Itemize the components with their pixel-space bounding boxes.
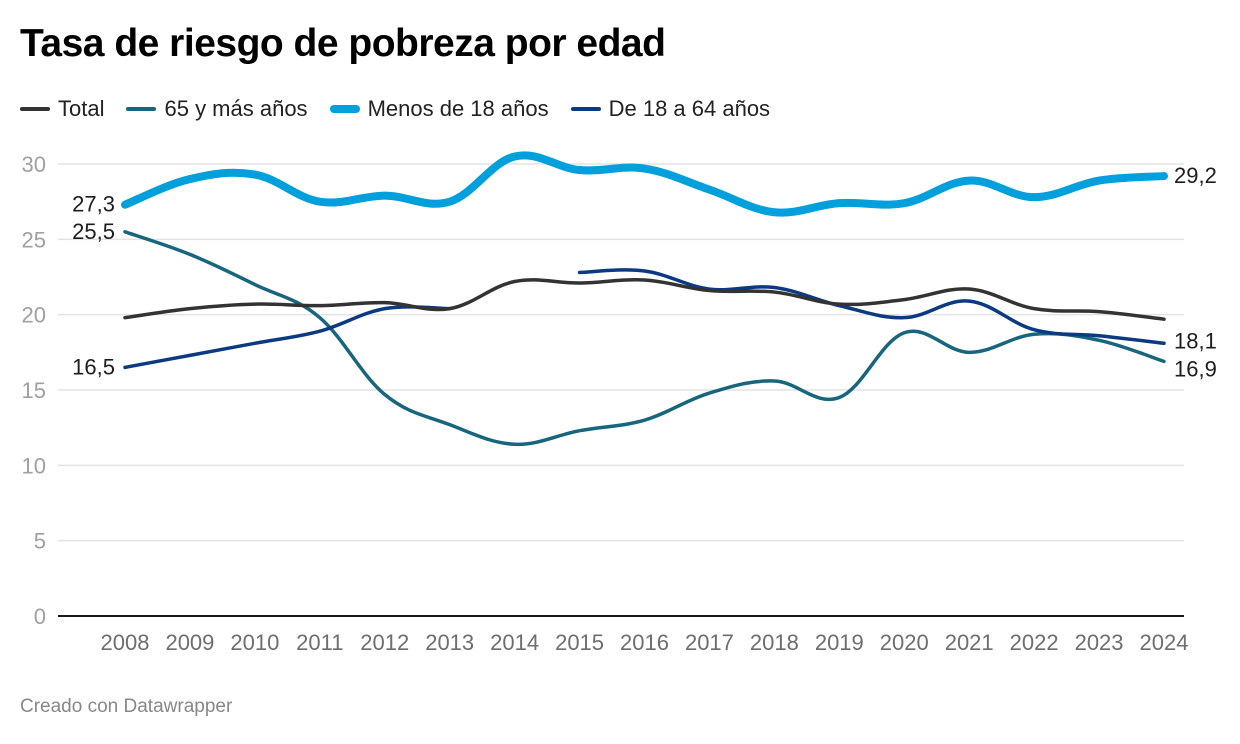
legend-swatch-18-64: [570, 107, 601, 111]
legend-item-under-18: Menos de 18 años: [329, 96, 549, 122]
legend-item-18-64: De 18 a 64 años: [570, 96, 771, 122]
y-tick-label: 30: [22, 152, 46, 177]
y-tick-label: 5: [34, 529, 46, 554]
legend-swatch-total: [20, 107, 50, 111]
y-tick-label: 15: [22, 378, 46, 403]
series-line-18-64: [577, 268, 1166, 346]
end-value-label-65-plus: 16,9: [1174, 356, 1217, 381]
y-tick-label: 25: [22, 227, 46, 252]
x-tick-label: 2021: [945, 630, 994, 655]
chart-title: Tasa de riesgo de pobreza por edad: [20, 22, 666, 65]
legend-item-total: Total: [20, 96, 104, 122]
x-tick-label: 2011: [296, 630, 343, 655]
legend-label-65-plus: 65 y más años: [164, 96, 308, 121]
x-tick-label: 2016: [620, 630, 669, 655]
x-tick-label: 2019: [815, 630, 864, 655]
legend-swatch-65-plus: [126, 107, 157, 111]
x-tick-label: 2009: [165, 630, 214, 655]
end-value-label-18-64: 18,1: [1174, 328, 1217, 353]
end-value-label-under-18: 29,2: [1174, 163, 1217, 188]
y-tick-label: 0: [34, 604, 46, 629]
series-line-65-plus: [123, 230, 1166, 446]
start-value-label-65-plus: 25,5: [72, 219, 115, 244]
x-tick-label: 2018: [750, 630, 799, 655]
legend-item-65-plus: 65 y más años: [126, 96, 308, 122]
x-tick-label: 2012: [360, 630, 409, 655]
series-line-under-18: [121, 151, 1168, 217]
legend-label-18-64: De 18 a 64 años: [608, 96, 771, 121]
x-tick-label: 2024: [1140, 630, 1189, 655]
x-tick-label: 2022: [1010, 630, 1059, 655]
x-tick-label: 2010: [230, 630, 279, 655]
x-tick-label: 2015: [555, 630, 604, 655]
legend-label-total: Total: [58, 96, 105, 121]
x-tick-label: 2023: [1075, 630, 1124, 655]
legend: Total 65 y más años Menos de 18 años De …: [20, 96, 792, 122]
start-value-label-18-64: 16,5: [72, 354, 115, 379]
footer-credit: Creado con Datawrapper: [20, 696, 233, 717]
x-tick-label: 2020: [880, 630, 929, 655]
y-tick-label: 10: [22, 453, 46, 478]
legend-swatch-under-18: [329, 105, 360, 113]
x-tick-label: 2013: [425, 630, 474, 655]
series-line-total: [123, 278, 1166, 321]
x-tick-label: 2014: [490, 630, 539, 655]
legend-label-under-18: Menos de 18 años: [367, 96, 549, 121]
series-line-18-64: [123, 305, 452, 370]
x-tick-label: 2008: [101, 630, 150, 655]
y-tick-label: 20: [22, 303, 46, 328]
start-value-label-under-18: 27,3: [72, 192, 115, 217]
x-tick-label: 2017: [685, 630, 734, 655]
